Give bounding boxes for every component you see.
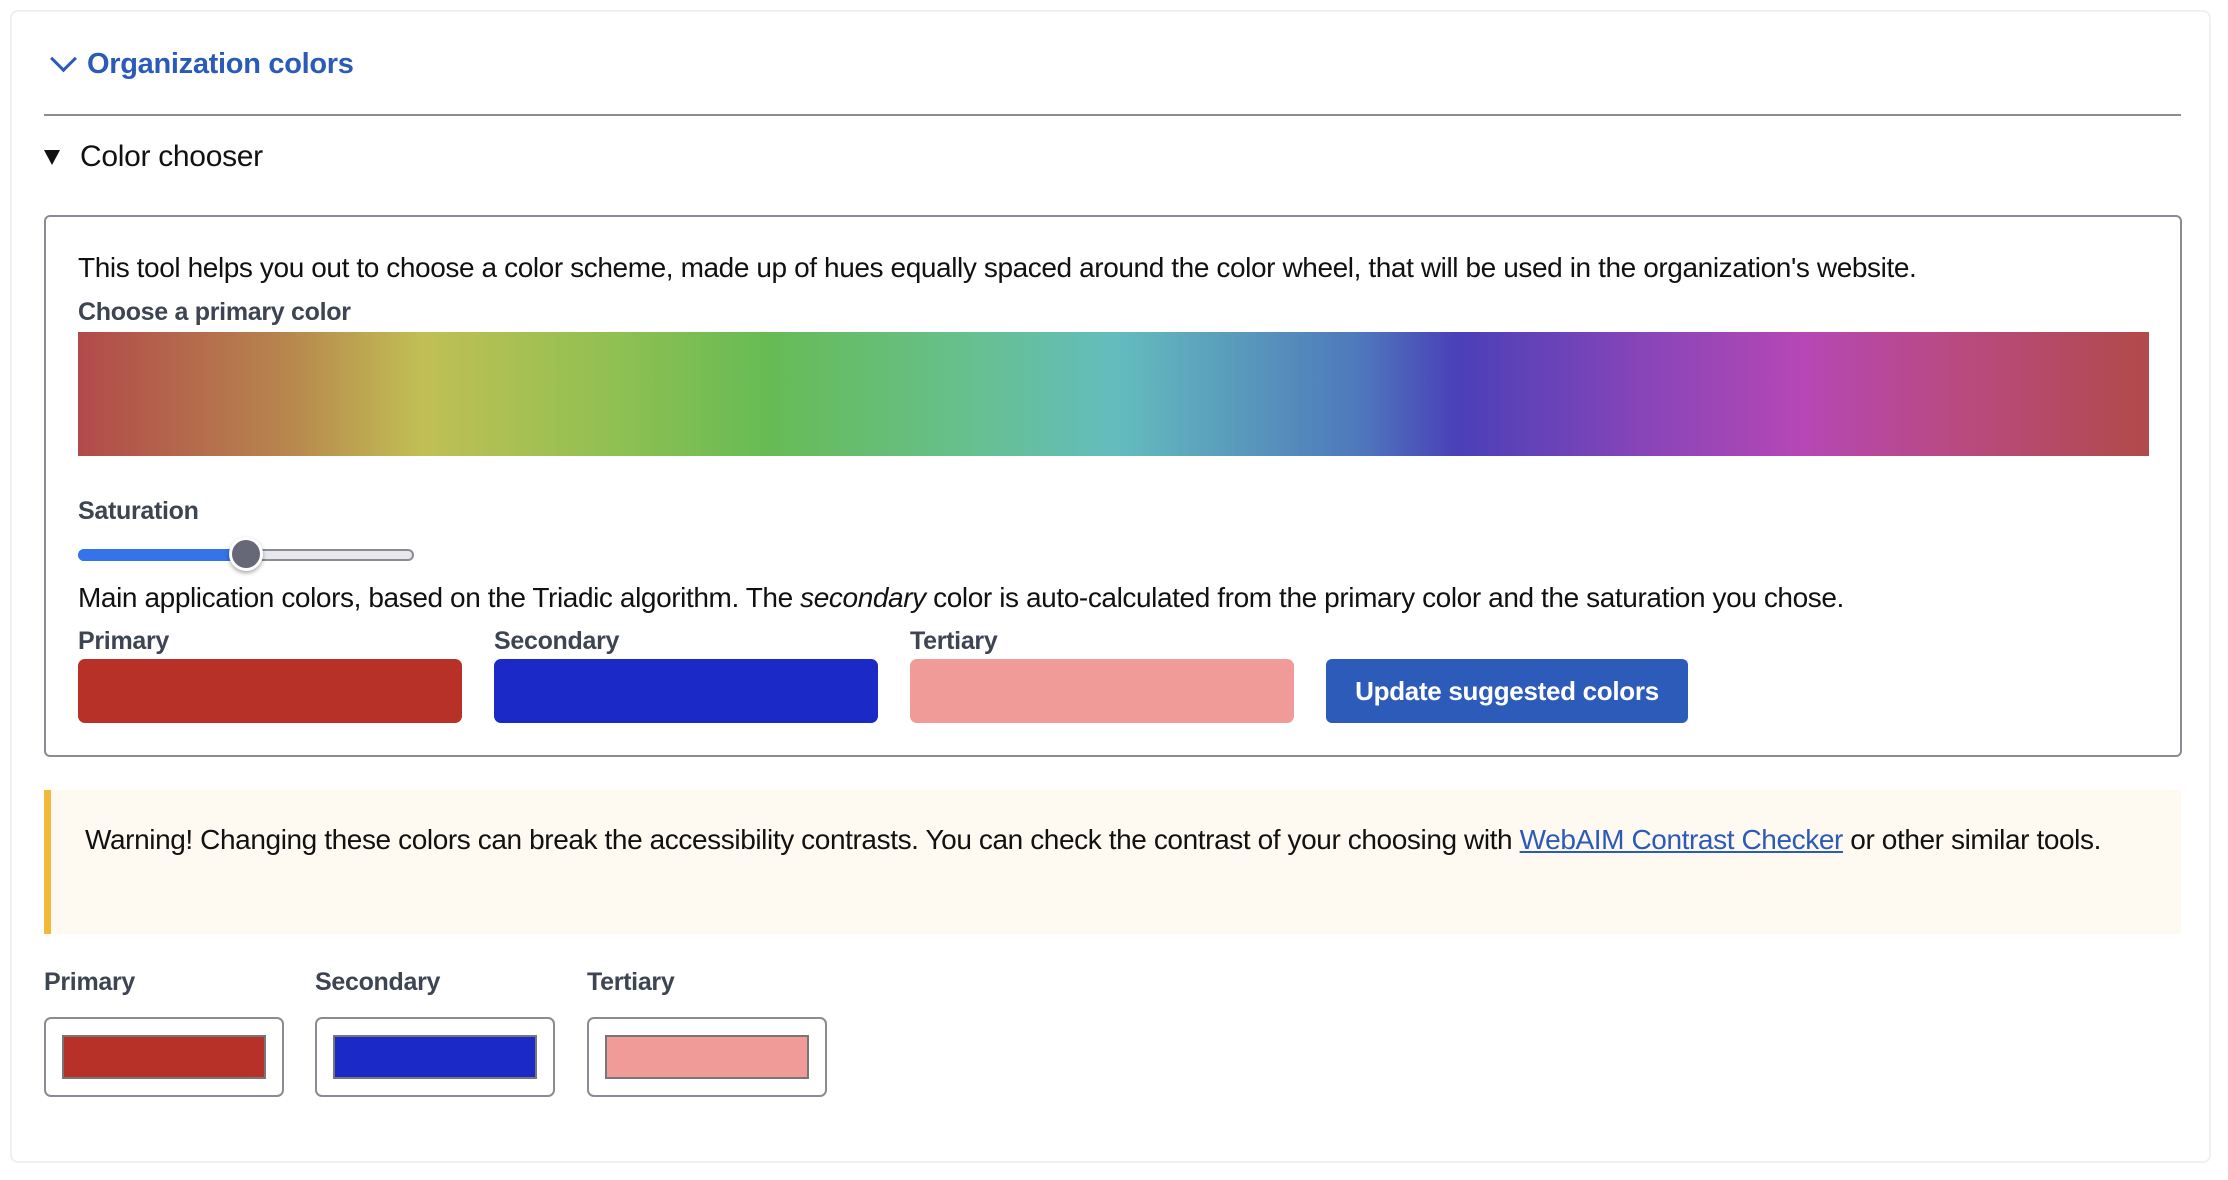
primary-color-label: Choose a primary color: [78, 298, 351, 326]
webaim-contrast-checker-link[interactable]: WebAIM Contrast Checker: [1519, 824, 1844, 855]
secondary-color-preview: [333, 1035, 537, 1079]
input-label-primary: Primary: [44, 968, 136, 996]
warning-text-end: or other similar tools.: [1842, 824, 2101, 855]
update-suggested-colors-button[interactable]: Update suggested colors: [1326, 659, 1688, 723]
color-chooser-summary[interactable]: Color chooser: [44, 140, 263, 174]
saturation-slider-fill: [78, 549, 244, 561]
chooser-description: This tool helps you out to choose a colo…: [78, 252, 1917, 283]
primary-color-preview: [62, 1035, 266, 1079]
main-text-start: Main application colors, based on the Tr…: [78, 582, 801, 613]
disclosure-triangle-icon: [44, 149, 60, 165]
swatch-label-primary: Primary: [78, 627, 170, 655]
tertiary-swatch[interactable]: [910, 659, 1294, 723]
hue-picker[interactable]: [78, 332, 2149, 456]
main-colors-description: Main application colors, based on the Tr…: [78, 582, 1844, 614]
saturation-label: Saturation: [78, 497, 199, 525]
tertiary-color-input[interactable]: [587, 1017, 827, 1097]
color-chooser-panel: [44, 215, 2182, 757]
divider: [44, 114, 2181, 116]
color-chooser-label: Color chooser: [80, 140, 263, 173]
swatch-label-tertiary: Tertiary: [910, 627, 998, 655]
secondary-swatch[interactable]: [494, 659, 878, 723]
saturation-slider-thumb[interactable]: [229, 537, 263, 571]
main-text-end: color is auto-calculated from the primar…: [925, 582, 1844, 613]
warning-callout: Warning! Changing these colors can break…: [44, 790, 2181, 934]
saturation-slider[interactable]: [78, 537, 414, 571]
section-title: Organization colors: [87, 48, 354, 80]
primary-swatch[interactable]: [78, 659, 462, 723]
secondary-color-input[interactable]: [315, 1017, 555, 1097]
input-label-secondary: Secondary: [315, 968, 441, 996]
tertiary-color-preview: [605, 1035, 809, 1079]
warning-text: Warning! Changing these colors can break…: [85, 824, 1520, 855]
input-label-tertiary: Tertiary: [587, 968, 675, 996]
chevron-down-icon: [50, 45, 77, 73]
organization-colors-toggle[interactable]: Organization colors: [50, 45, 354, 81]
swatch-label-secondary: Secondary: [494, 627, 620, 655]
primary-color-input[interactable]: [44, 1017, 284, 1097]
main-text-emphasis: secondary: [800, 582, 926, 613]
organization-colors-card: [10, 10, 2211, 1163]
